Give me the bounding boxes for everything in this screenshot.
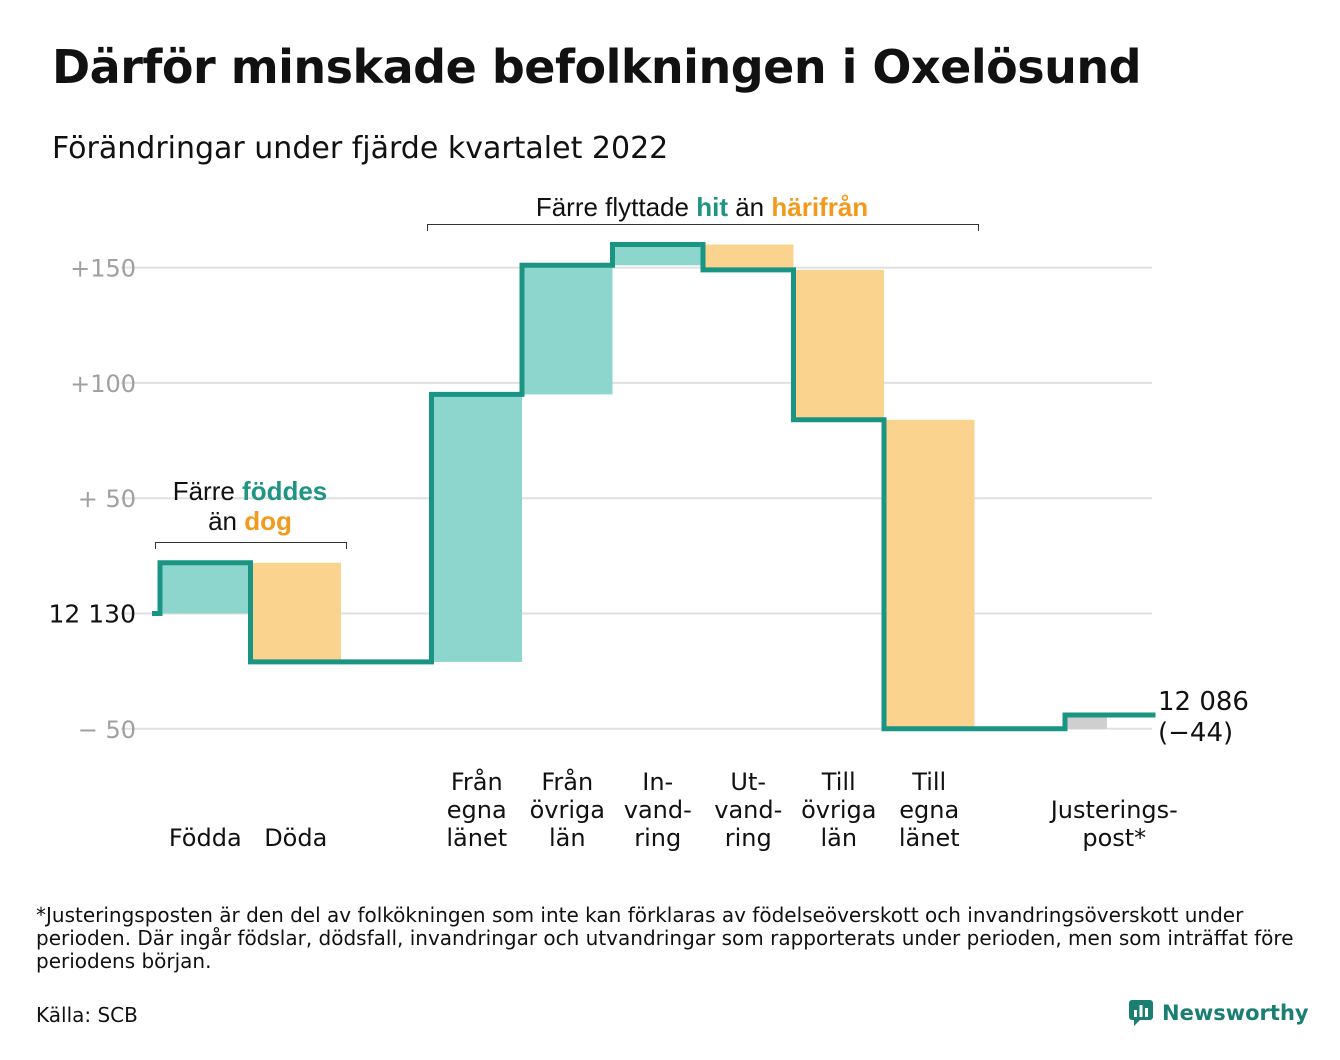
category-label-line: Födda (169, 824, 242, 852)
category-label-line: ring (725, 824, 772, 852)
category-label-line: Döda (264, 824, 327, 852)
category-label-line: Ut- (730, 768, 766, 796)
category-label: Från egna länet (446, 767, 507, 852)
cumulative-line (152, 242, 1156, 732)
y-tick-label: − 50 (78, 716, 136, 744)
y-tick-label: + 50 (78, 485, 136, 513)
category-label-line: In- (642, 768, 673, 796)
category-label-line: egna (899, 796, 959, 824)
deaths-annotation-prefix: än (208, 506, 245, 536)
category-label-line: övriga (801, 796, 876, 824)
waterfall-bar (160, 562, 251, 614)
footnote: *Justeringsposten är den del av folkökni… (36, 903, 1294, 973)
category-label-line: övriga (530, 796, 605, 824)
births-deaths-bracket (155, 542, 347, 549)
migration-bracket (427, 224, 979, 231)
waterfall-bar (431, 394, 522, 662)
waterfall-bar (612, 244, 703, 266)
end-value-label: 12 086 (1158, 687, 1249, 717)
start-value-label: 12 130 (49, 600, 136, 629)
category-label-line: vand- (624, 796, 692, 824)
brand-name: Newsworthy (1162, 1001, 1309, 1025)
category-label: Födda (169, 824, 242, 852)
category-label-line: Från (451, 767, 503, 796)
waterfall-bar (703, 244, 794, 270)
brand-logo: Newsworthy (1128, 999, 1309, 1027)
waterfall-bar (250, 562, 341, 662)
category-label-line: Från (541, 767, 593, 796)
category-label-line: Till (911, 768, 946, 796)
migration-annotation-in: hit (696, 192, 728, 222)
migration-annotation-prefix: Färre flyttade (535, 192, 697, 222)
category-label-line: Justerings- (1049, 796, 1178, 824)
category-label-line: län (820, 824, 857, 852)
category-label: Döda (264, 824, 327, 852)
category-label-line: ring (634, 824, 681, 852)
category-label-line: länet (899, 824, 960, 852)
category-label-line: Till (821, 768, 856, 796)
category-label: Ut-vand-ring (714, 768, 782, 852)
source-note: Källa: SCB (36, 1003, 138, 1027)
migration-annotation-out: härifrån (771, 192, 869, 222)
y-tick-label: +150 (70, 255, 136, 283)
category-label-line: vand- (714, 796, 782, 824)
category-label-line: länet (446, 824, 507, 852)
deaths-annotation-word: dog (244, 506, 292, 536)
end-change-label: (−44) (1158, 718, 1233, 748)
category-label: Justerings-post* (1049, 796, 1178, 852)
category-label: Till övriga län (801, 768, 876, 852)
waterfall-bar (793, 269, 884, 420)
births-annotation-prefix: Färre (172, 476, 243, 506)
births-annotation-word: föddes (242, 476, 328, 506)
category-label: Från övriga län (530, 767, 605, 852)
bar-chart-speech-icon (1129, 1000, 1153, 1026)
category-label-line: län (549, 824, 586, 852)
category-label: Till egna länet (899, 768, 960, 852)
waterfall-bar (522, 265, 613, 395)
migration-annotation: Färre flyttade hit än härifrån (427, 192, 977, 222)
waterfall-bar (1065, 714, 1107, 729)
chart-title: Därför minskade befolkningen i Oxelösund (52, 40, 1142, 94)
category-label-line: egna (447, 796, 507, 824)
migration-annotation-mid: än (727, 192, 772, 222)
waterfall-bar (884, 419, 975, 729)
category-label: In-vand-ring (624, 768, 692, 852)
births-deaths-annotation: Färre föddes än dog (150, 476, 350, 536)
y-tick-label: +100 (70, 370, 136, 398)
chart-subtitle: Förändringar under fjärde kvartalet 2022 (52, 131, 669, 166)
category-label-line: post* (1082, 824, 1146, 852)
